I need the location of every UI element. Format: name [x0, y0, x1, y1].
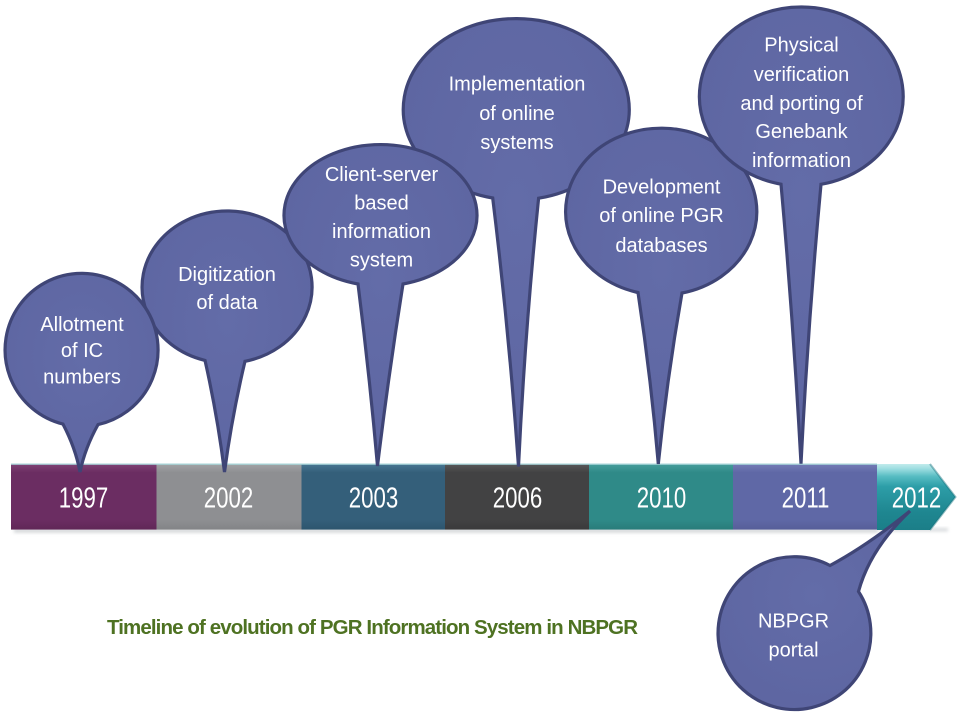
svg-text:Genebank: Genebank	[755, 121, 848, 143]
svg-text:and porting of: and porting of	[740, 93, 863, 115]
svg-text:verification: verification	[754, 64, 850, 86]
svg-text:NBPGR: NBPGR	[758, 611, 829, 633]
svg-text:2010: 2010	[637, 483, 686, 514]
svg-text:based: based	[354, 193, 409, 215]
svg-text:numbers: numbers	[43, 366, 121, 388]
svg-text:portal: portal	[768, 640, 818, 662]
svg-text:Client-server: Client-server	[325, 164, 439, 186]
svg-text:Development: Development	[603, 177, 721, 199]
svg-text:2006: 2006	[493, 483, 542, 514]
svg-text:of IC: of IC	[61, 340, 103, 362]
svg-text:Allotment: Allotment	[40, 314, 124, 336]
svg-text:2003: 2003	[349, 483, 398, 514]
svg-text:2012: 2012	[892, 483, 941, 514]
svg-text:systems: systems	[480, 132, 553, 154]
svg-text:Timeline of evolution of PGR I: Timeline of evolution of PGR Information…	[107, 616, 638, 639]
svg-text:information: information	[752, 150, 851, 172]
svg-text:2002: 2002	[204, 483, 253, 514]
svg-text:information: information	[332, 221, 431, 243]
svg-text:databases: databases	[615, 235, 707, 257]
svg-text:1997: 1997	[59, 483, 108, 514]
svg-text:Implementation: Implementation	[449, 73, 586, 95]
svg-text:system: system	[350, 250, 413, 272]
svg-text:Physical: Physical	[764, 35, 838, 57]
svg-text:of data: of data	[196, 292, 258, 314]
svg-text:of online: of online	[479, 103, 555, 125]
svg-text:Digitization: Digitization	[178, 264, 276, 286]
svg-text:of online PGR: of online PGR	[599, 205, 724, 227]
svg-text:2011: 2011	[782, 483, 830, 514]
